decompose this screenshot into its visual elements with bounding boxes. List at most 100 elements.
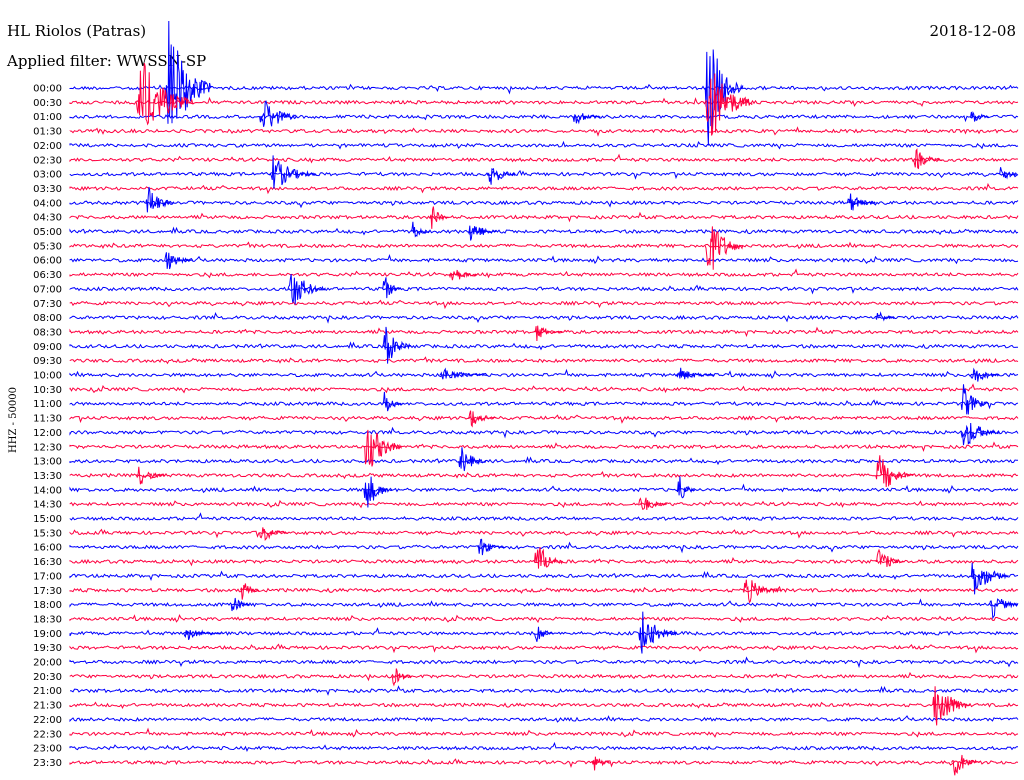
- event-mark: [164, 252, 193, 270]
- row-label: 22:00: [33, 715, 62, 726]
- event-mark: [363, 429, 402, 467]
- y-axis-label: HHZ - 50000: [8, 387, 19, 453]
- trace-line: [69, 96, 1019, 107]
- trace-line: [69, 541, 1019, 554]
- row-label: 07:00: [33, 284, 62, 295]
- trace-line: [69, 456, 1018, 466]
- event-mark: [410, 221, 430, 238]
- row-label: 11:30: [33, 414, 62, 425]
- row-label: 16:00: [33, 543, 62, 554]
- row-label: 12:30: [33, 442, 62, 453]
- row-label: 23:00: [33, 744, 62, 755]
- trace-line: [69, 512, 1019, 522]
- row-label: 14:30: [33, 500, 62, 511]
- row-label: 09:00: [33, 342, 62, 353]
- row-label: 19:00: [33, 629, 62, 640]
- row-label: 01:30: [33, 127, 62, 138]
- row-label: 03:30: [33, 184, 62, 195]
- row-label: 05:00: [33, 227, 62, 238]
- event-mark: [145, 186, 175, 213]
- event-mark: [875, 548, 904, 567]
- event-mark: [382, 277, 402, 299]
- row-label: 20:00: [33, 658, 62, 669]
- row-label: 04:00: [33, 198, 62, 209]
- event-mark: [439, 367, 488, 380]
- event-mark: [458, 447, 487, 472]
- trace-line: [69, 727, 1019, 738]
- row-label: 18:30: [33, 614, 62, 625]
- row-label: 17:00: [33, 571, 62, 582]
- event-mark: [572, 113, 601, 125]
- trace-line: [69, 182, 1019, 195]
- row-label: 05:30: [33, 241, 62, 252]
- trace-line: [69, 341, 1019, 351]
- event-mark: [998, 167, 1018, 180]
- chart-date: 2018-12-08: [930, 22, 1016, 40]
- row-label: 22:30: [33, 729, 62, 740]
- trace-line: [69, 368, 1019, 379]
- trace-line: [69, 700, 1019, 710]
- trace-line: [69, 356, 1019, 365]
- trace-line: [69, 383, 1019, 394]
- trace-line: [69, 685, 1019, 696]
- trace-line: [69, 268, 1019, 279]
- event-mark: [363, 476, 393, 508]
- event-mark: [534, 547, 563, 569]
- event-mark: [135, 62, 194, 126]
- trace-line: [69, 643, 1019, 654]
- event-mark: [970, 367, 1000, 382]
- event-mark: [287, 274, 326, 305]
- event-mark: [448, 269, 478, 281]
- trace-line: [69, 399, 1019, 410]
- event-mark: [875, 311, 895, 322]
- event-mark: [970, 111, 990, 122]
- trace-line: [69, 311, 1019, 324]
- trace-line: [69, 656, 1019, 669]
- filter-label: Applied filter: WWSSN-SP: [6, 52, 206, 70]
- trace-line: [69, 426, 1019, 439]
- event-mark: [259, 527, 288, 542]
- row-label: 10:30: [33, 385, 62, 396]
- trace-line: [69, 241, 1019, 250]
- row-label: 02:00: [33, 141, 62, 152]
- trace-line: [69, 715, 1019, 723]
- row-label: 21:00: [33, 686, 62, 697]
- trace-line: [69, 570, 1019, 582]
- row-label: 16:30: [33, 557, 62, 568]
- event-mark: [477, 538, 507, 556]
- row-label: 03:00: [33, 170, 62, 181]
- event-mark: [183, 629, 222, 640]
- row-label: 14:00: [33, 485, 62, 496]
- trace-line: [69, 614, 1019, 624]
- event-mark: [704, 226, 744, 270]
- row-label: 13:30: [33, 471, 62, 482]
- event-mark: [742, 579, 782, 604]
- event-mark: [240, 583, 260, 600]
- row-label: 00:30: [33, 98, 62, 109]
- row-label: 21:30: [33, 701, 62, 712]
- trace-line: [69, 112, 1019, 123]
- row-label: 07:30: [33, 299, 62, 310]
- event-mark: [676, 367, 715, 380]
- row-label: 17:30: [33, 586, 62, 597]
- trace-line: [69, 299, 1019, 310]
- event-mark: [429, 206, 449, 229]
- event-mark: [932, 686, 971, 726]
- event-mark: [467, 225, 497, 241]
- trace-line: [69, 585, 1019, 594]
- event-mark: [638, 611, 677, 654]
- trace-line: [69, 83, 1019, 95]
- event-mark: [534, 325, 563, 342]
- trace-line: [69, 200, 1019, 209]
- row-label: 06:00: [33, 256, 62, 267]
- trace-line: [69, 627, 1019, 637]
- chart-title: HL Riolos (Patras): [7, 22, 146, 40]
- row-label: 08:00: [33, 313, 62, 324]
- row-label: 11:00: [33, 399, 62, 410]
- trace-line: [69, 414, 1019, 424]
- event-mark: [638, 497, 668, 510]
- event-mark: [467, 410, 497, 428]
- trace-line: [69, 483, 1019, 494]
- row-label: 10:00: [33, 371, 62, 382]
- event-mark: [268, 155, 317, 189]
